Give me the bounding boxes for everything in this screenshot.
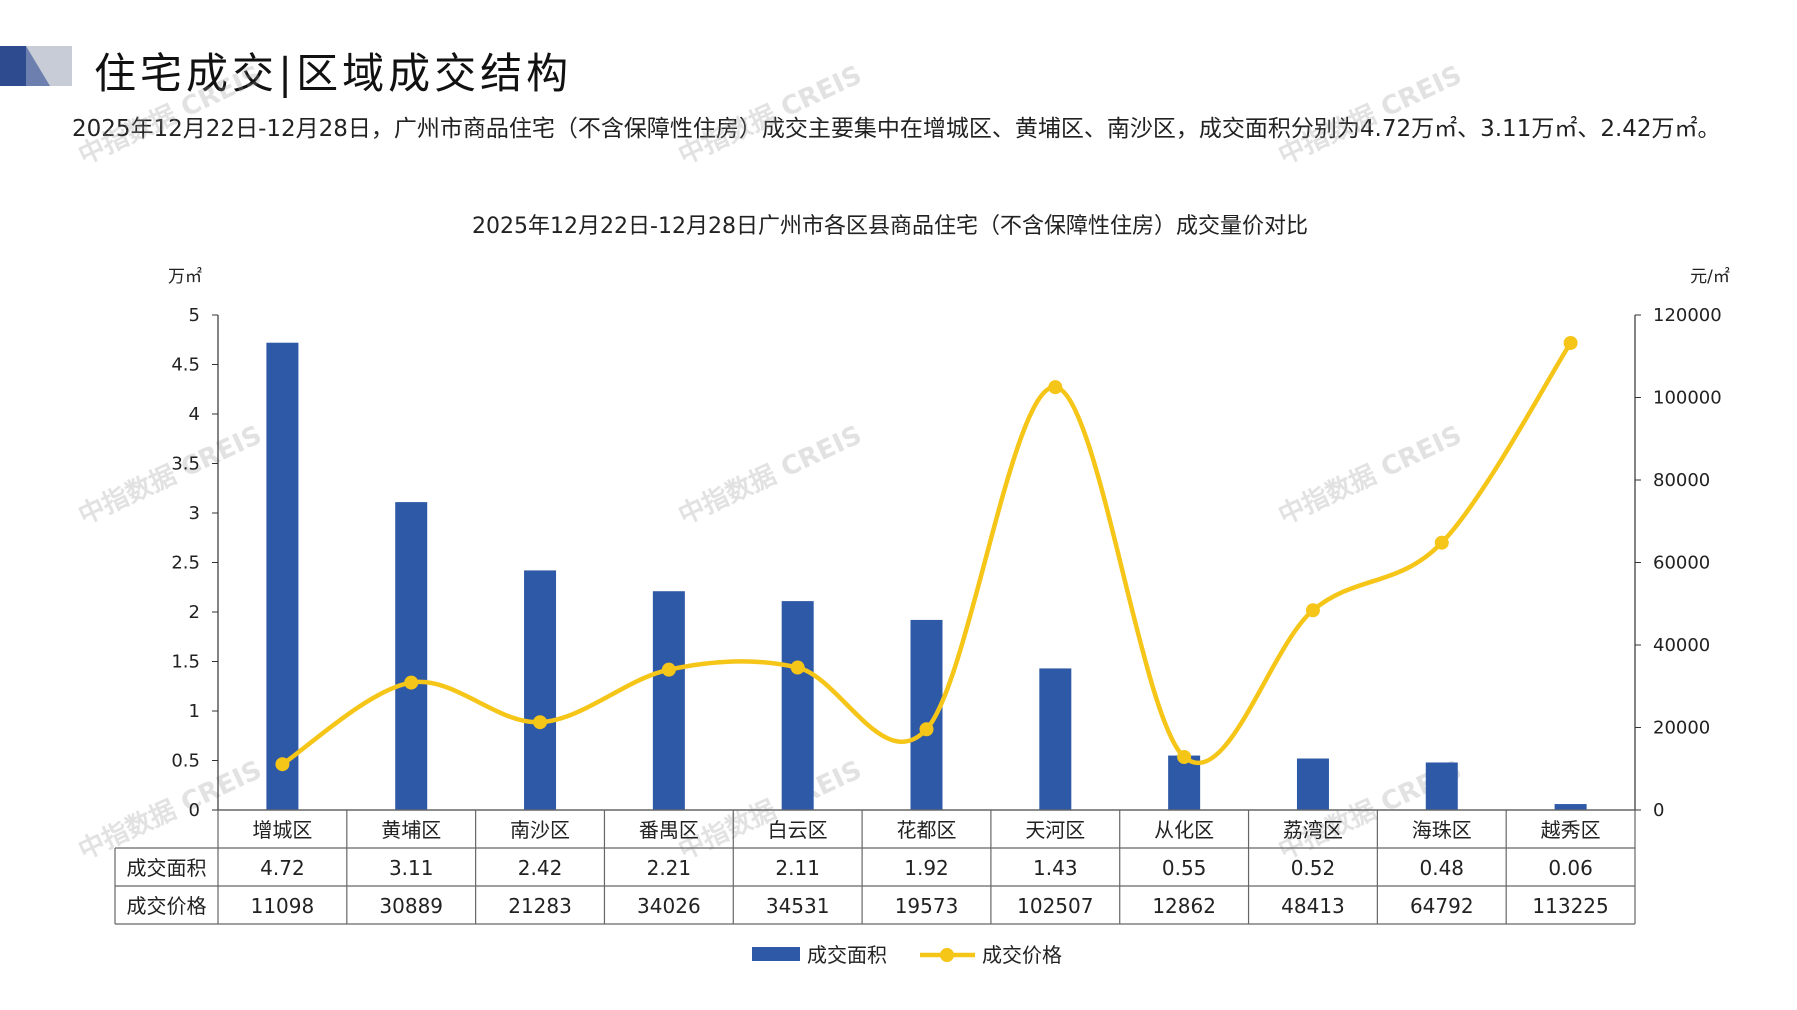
line-point (1563, 335, 1578, 350)
plot-area: 0 0.5 1 1.5 2 2.5 3 3.5 4 4.5 5 0 20000 40000 60000 800… (171, 305, 1721, 821)
bar (266, 342, 299, 810)
data-label: 113225 (1532, 894, 1608, 918)
x-tick-label: 海珠区 (1412, 818, 1472, 842)
data-label: 0.06 (1548, 856, 1593, 880)
chart-title: 2025年12月22日-12月28日广州市各区县商品住宅（不含保障性住房）成交量… (472, 214, 1308, 239)
data-label: 2.11 (775, 856, 820, 880)
bar (652, 591, 685, 810)
line-point (919, 722, 934, 737)
x-tick-label: 南沙区 (510, 818, 570, 842)
data-label: 19573 (895, 894, 959, 918)
x-tick-label: 黄埔区 (381, 818, 441, 842)
y2-tick-label: 0 (1653, 800, 1664, 821)
y-tick-label: 3.5 (171, 454, 200, 475)
y-tick-label: 2.5 (171, 553, 200, 574)
data-label: 0.48 (1420, 856, 1465, 880)
line-point (1434, 535, 1449, 550)
y-tick-label: 0.5 (171, 751, 200, 772)
legend-swatch-bar (752, 947, 800, 961)
data-label: 21283 (508, 894, 572, 918)
data-label: 0.52 (1291, 856, 1336, 880)
line-point (1177, 749, 1192, 764)
data-label: 1.92 (904, 856, 949, 880)
x-tick-label: 越秀区 (1541, 818, 1601, 842)
line-point (404, 675, 419, 690)
data-label: 2.21 (647, 856, 692, 880)
y-tick-label: 0 (189, 800, 200, 821)
x-tick-label: 天河区 (1025, 818, 1085, 842)
y2-tick-label: 80000 (1653, 470, 1710, 491)
bar (781, 601, 814, 810)
data-label: 2.42 (518, 856, 563, 880)
bar (1554, 804, 1587, 810)
y2-tick-label: 60000 (1653, 553, 1710, 574)
y-tick-label: 2 (189, 602, 200, 623)
x-tick-label: 花都区 (897, 818, 957, 842)
y-tick-label: 1.5 (171, 652, 200, 673)
y-tick-label: 5 (189, 305, 200, 326)
data-label: 64792 (1410, 894, 1474, 918)
line-point (1048, 380, 1063, 395)
x-tick-label: 从化区 (1154, 818, 1214, 842)
bar (1039, 668, 1072, 810)
x-tick-label: 荔湾区 (1283, 818, 1343, 842)
legend-label: 成交价格 (982, 943, 1062, 967)
y-tick-label: 1 (189, 701, 200, 722)
table-series-name: 成交价格 (127, 894, 207, 918)
y2-tick-label: 20000 (1653, 718, 1710, 739)
header: 住宅成交|区域成交结构 (0, 18, 1797, 98)
data-label: 3.11 (389, 856, 434, 880)
y2-tick-label: 100000 (1653, 388, 1722, 409)
data-label: 30889 (379, 894, 443, 918)
legend-swatch-point (940, 948, 954, 962)
data-label: 0.55 (1162, 856, 1207, 880)
x-tick-label: 番禺区 (639, 818, 699, 842)
data-label: 34026 (637, 894, 701, 918)
summary-text: 2025年12月22日-12月28日，广州市商品住宅（不含保障性住房）成交主要集… (72, 116, 1721, 142)
legend-label: 成交面积 (807, 943, 887, 967)
y-tick-label: 3 (189, 503, 200, 524)
logo-mark-icon (0, 46, 72, 86)
line-point (661, 662, 676, 677)
line-point (275, 757, 290, 772)
bar (395, 502, 428, 810)
bar (1296, 758, 1329, 810)
bar (524, 570, 557, 810)
data-label: 11098 (251, 894, 315, 918)
data-label: 4.72 (260, 856, 305, 880)
line-point (790, 660, 805, 675)
y-axis-label-left: 万㎡ (168, 267, 202, 287)
data-label: 48413 (1281, 894, 1345, 918)
table-series-name: 成交面积 (127, 856, 207, 880)
y-tick-label: 4.5 (171, 355, 200, 376)
bar (1425, 762, 1458, 810)
x-tick-label: 增城区 (252, 818, 312, 842)
y2-tick-label: 40000 (1653, 635, 1710, 656)
data-label: 34531 (766, 894, 830, 918)
page-title: 住宅成交|区域成交结构 (94, 49, 573, 98)
y-tick-label: 4 (189, 404, 200, 425)
data-label: 1.43 (1033, 856, 1078, 880)
y2-tick-label: 120000 (1653, 305, 1722, 326)
legend: 成交面积 成交价格 (752, 943, 1062, 967)
line-point (1305, 603, 1320, 618)
data-label: 102507 (1017, 894, 1093, 918)
y-axis-label-right: 元/㎡ (1690, 267, 1730, 287)
x-tick-label: 白云区 (768, 818, 828, 842)
data-label: 12862 (1152, 894, 1216, 918)
line-point (533, 715, 548, 730)
